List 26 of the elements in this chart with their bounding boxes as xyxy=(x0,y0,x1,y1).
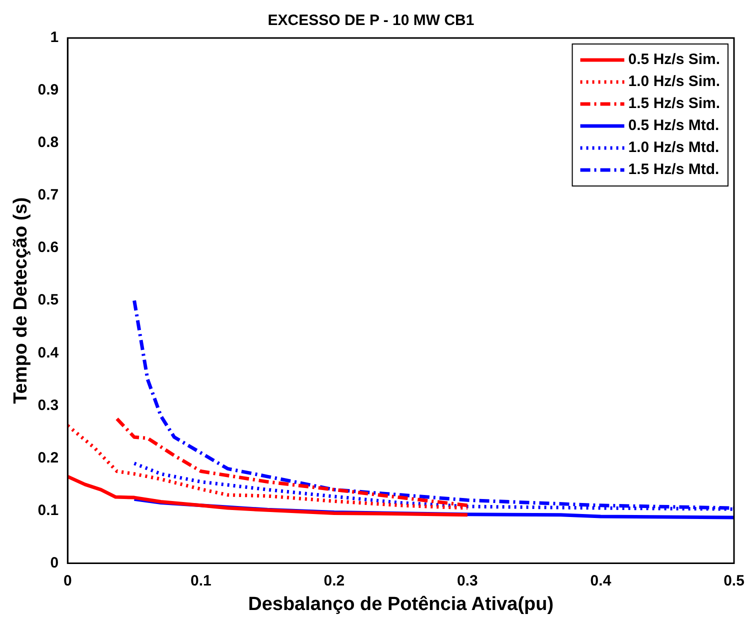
y-tick-label: 0.7 xyxy=(38,186,59,204)
legend-label: 0.5 Hz/s Sim. xyxy=(628,51,720,68)
x-tick-label: 0.2 xyxy=(324,572,345,590)
legend-label: 1.5 Hz/s Mtd. xyxy=(628,161,720,178)
y-tick-label: 0.9 xyxy=(38,82,59,99)
legend-label: 1.0 Hz/s Mtd. xyxy=(628,139,720,156)
legend-label: 0.5 Hz/s Mtd. xyxy=(628,117,720,134)
x-tick-label: 0.3 xyxy=(457,572,478,590)
x-tick-label: 0.4 xyxy=(590,572,612,590)
x-axis-title: Desbalanço de Potência Ativa(pu) xyxy=(248,594,554,615)
y-tick-label: 0.3 xyxy=(38,396,59,414)
legend-label: 1.0 Hz/s Sim. xyxy=(628,73,720,90)
y-tick-label: 0.5 xyxy=(38,292,59,309)
x-tick-label: 0.5 xyxy=(724,572,744,590)
y-tick-label: 0.8 xyxy=(38,134,59,152)
chart-title: EXCESSO DE P - 10 MW CB1 xyxy=(268,12,474,30)
y-tick-label: 0.1 xyxy=(38,502,59,519)
x-tick-label: 0.1 xyxy=(190,572,212,590)
y-tick-label: 0.2 xyxy=(38,449,59,466)
x-tick-label: 0 xyxy=(63,572,72,590)
legend-label: 1.5 Hz/s Sim. xyxy=(628,95,720,112)
y-tick-label: 0 xyxy=(50,554,59,572)
y-tick-label: 1 xyxy=(50,29,59,46)
y-axis-title: Tempo de Detecção (s) xyxy=(10,197,32,404)
y-tick-label: 0.6 xyxy=(38,239,59,256)
y-tick-label: 0.4 xyxy=(38,344,60,362)
